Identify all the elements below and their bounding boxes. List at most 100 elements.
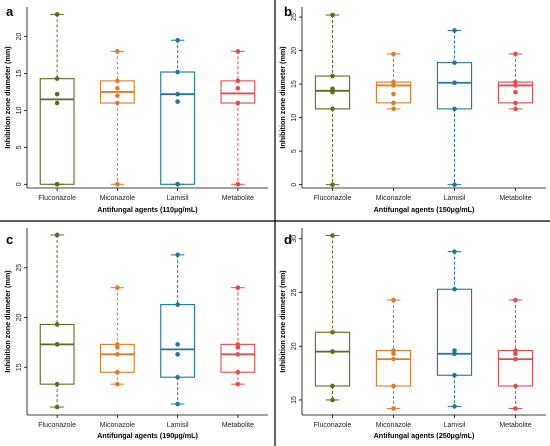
data-point [391,79,396,85]
data-point [175,374,180,380]
x-tick-label: Lamisil [167,422,189,429]
box-fluconazole [314,12,351,187]
data-point [54,232,60,238]
data-point [235,182,241,187]
y-axis-title: Inhibition zone diameter (mm) [278,270,287,373]
iqr-box [160,304,196,378]
data-point [115,285,120,290]
data-point [513,351,518,357]
data-point [175,182,180,187]
data-point [513,348,518,353]
y-axis-title: Inhibition zone diameter (mm) [3,270,12,373]
data-point [452,28,457,33]
box-lamisil [436,249,473,409]
data-point [513,83,518,88]
x-tick-label: Lamisil [444,422,466,429]
data-point [115,78,120,84]
y-tick-label: 15 [16,69,23,77]
data-point [391,297,396,303]
data-point [175,37,180,43]
y-tick-label: 0 [16,182,23,186]
data-point [330,383,335,389]
data-point [452,404,457,409]
data-point [115,100,120,106]
y-tick-label: 30 [291,235,298,243]
x-tick-label: Metabolite [222,422,254,429]
data-point [452,348,457,353]
data-point [513,406,518,411]
y-tick-label: 5 [16,145,23,149]
data-point [115,49,120,54]
data-point [54,322,60,327]
x-axis-title: Antifungal agents (250µg/mL) [374,431,475,440]
iqr-box [220,80,256,104]
box-miconazole [375,297,412,411]
data-point [391,51,396,57]
data-point [452,106,457,112]
data-point [330,182,335,187]
box-fluconazole [314,233,351,403]
data-point [513,106,518,112]
data-point [513,100,518,106]
data-point [391,356,396,362]
data-point [513,383,518,389]
box-lamisil [436,28,473,187]
data-point [54,91,60,97]
x-tick-label: Miconazole [100,422,136,429]
y-tick-label: 20 [16,33,23,41]
data-point [235,49,241,54]
data-point [391,83,396,88]
data-point [115,345,120,350]
iqr-box [39,323,75,385]
y-tick-label: 15 [291,396,298,404]
data-point [175,401,180,407]
data-point [235,352,241,357]
y-tick-label: 25 [291,13,298,21]
x-tick-label: Miconazole [376,195,412,202]
data-point [235,78,241,84]
data-point [175,99,180,104]
data-point [115,85,120,91]
x-tick-label: Metabolite [499,422,531,429]
data-point [391,406,396,411]
data-point [54,404,60,410]
y-axis-title: Inhibition zone diameter (mm) [278,46,287,149]
data-point [513,79,518,85]
y-tick-label: 5 [291,149,298,153]
data-point [235,345,241,350]
x-axis-title: Antifungal agents (110µg/mL) [97,205,198,214]
x-tick-label: Miconazole [376,422,412,429]
data-point [54,100,60,106]
x-axis-title: Antifungal agents (150µg/mL) [374,205,475,214]
data-point [115,182,120,187]
y-tick-label: 25 [16,264,23,272]
panel-c: c 15 20 25 Inhibition zone diameter (mm) Anti… [3,228,268,440]
panel-letter: b [284,4,292,19]
data-point [175,342,180,347]
data-point [330,86,335,92]
data-point [330,397,335,403]
data-point [175,69,180,75]
data-point [330,233,335,238]
box-lamisil [160,37,196,187]
data-point [175,91,180,97]
x-tick-label: Fluconazole [38,195,76,202]
data-point [391,106,396,112]
box-fluconazole [39,232,75,410]
box-miconazole [99,49,135,187]
box-metabolite [220,49,256,187]
data-point [54,76,60,81]
y-tick-label: 10 [291,114,298,122]
data-point [513,356,518,362]
y-axis-title: Inhibition zone diameter (mm) [3,46,12,149]
iqr-box [436,62,473,110]
data-point [452,372,457,378]
data-point [54,182,60,187]
y-tick-label: 20 [16,314,23,322]
box-metabolite [497,51,534,112]
data-point [391,348,396,353]
panel-letter: a [6,4,14,19]
data-point [330,329,335,335]
data-point [452,286,457,292]
x-axis-title: Antifungal agents (190µg/mL) [97,431,198,440]
